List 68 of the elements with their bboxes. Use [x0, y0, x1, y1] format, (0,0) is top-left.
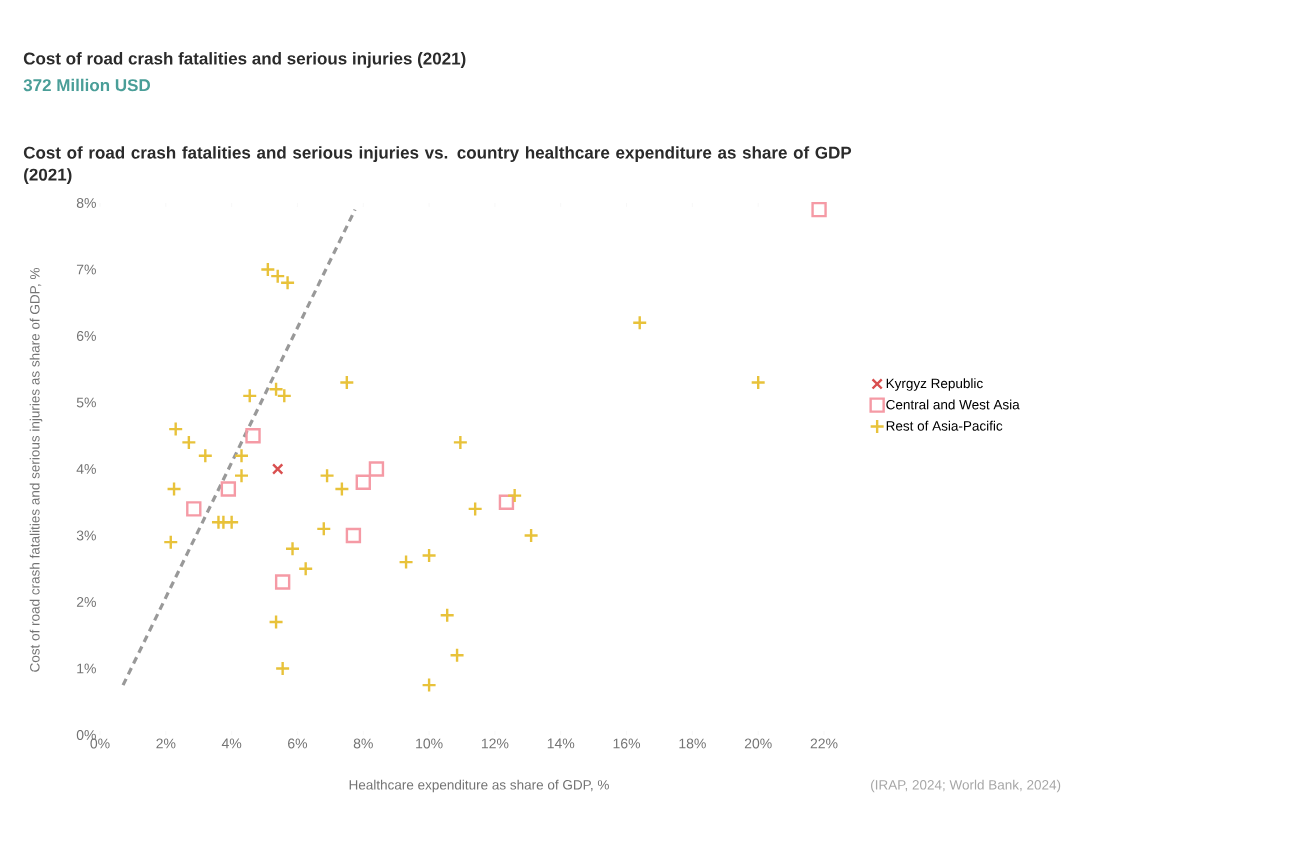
point	[368, 461, 385, 477]
point	[197, 448, 214, 464]
x-tick-label: 10%	[416, 738, 443, 749]
y-tick-label: 5%	[76, 397, 96, 408]
point	[316, 521, 332, 537]
point	[355, 474, 371, 490]
y-tick-label: 4%	[76, 464, 96, 474]
point	[339, 374, 355, 391]
point	[334, 481, 350, 497]
point	[242, 388, 258, 404]
legend-label: Rest of Asia-Pacific	[886, 420, 1003, 431]
point	[167, 421, 184, 437]
x-tick-label: 14%	[547, 738, 575, 749]
x-tick-label: 18%	[679, 738, 706, 749]
x-axis-title: Healthcare expenditure as share of GDP, %	[349, 779, 609, 793]
point	[452, 434, 469, 451]
y-tick-label: 1%	[77, 663, 96, 674]
point	[632, 315, 648, 331]
point	[439, 607, 455, 623]
y-tick-label: 0%	[76, 730, 96, 740]
y-tick-label: 8%	[76, 198, 96, 208]
point	[523, 527, 539, 544]
y-tick-label: 3%	[76, 530, 96, 541]
point	[274, 574, 291, 590]
y-tick-label: 2%	[76, 597, 96, 607]
chart-title: Cost of road crash fatalities and serious injuries vs. country healthcare expenditure as share of GDP (2021)	[23, 146, 852, 185]
point	[421, 547, 437, 564]
point	[498, 494, 515, 510]
point	[274, 660, 291, 677]
y-tick-label: 6%	[76, 331, 96, 341]
y-axis-title: Cost of road crash fatalities and serious injuries as share of GDP, %	[29, 268, 43, 672]
x-tick-label: 22%	[810, 738, 838, 749]
point	[233, 448, 250, 464]
x-tick-label: 4%	[221, 738, 242, 749]
point	[319, 467, 335, 484]
x-tick-label: 0%	[90, 738, 110, 749]
legend-label: Central and West Asia	[886, 399, 1020, 410]
point	[297, 561, 314, 577]
x-tick-label: 16%	[613, 738, 641, 749]
point	[186, 501, 202, 517]
point	[811, 201, 827, 218]
point	[467, 501, 483, 517]
text: (IRAP, 2024; World Bank, 2024)	[871, 779, 1061, 793]
point	[220, 481, 237, 497]
point	[245, 428, 261, 444]
x-tick-label: 12%	[481, 738, 509, 749]
y-tick-label: 7%	[76, 264, 96, 275]
point	[163, 534, 179, 550]
x-tick-label: 2%	[156, 738, 176, 749]
legend-label: Kyrgyz Republic	[886, 378, 983, 391]
point	[449, 647, 465, 663]
point	[506, 487, 523, 504]
point	[166, 481, 182, 497]
x-tick-label: 20%	[744, 738, 772, 749]
point	[233, 467, 250, 484]
point	[271, 463, 284, 475]
point	[181, 434, 197, 451]
text: 372 Million USD	[23, 78, 150, 92]
point	[268, 614, 284, 630]
point	[284, 541, 301, 557]
point	[345, 527, 362, 544]
x-tick-label: 6%	[288, 738, 308, 749]
x-tick-label: 8%	[353, 738, 373, 749]
point	[398, 554, 414, 570]
point	[223, 514, 240, 530]
point	[750, 374, 766, 391]
point	[421, 677, 437, 693]
text: Cost of road crash fatalities and serious injuries (2021)	[23, 52, 466, 68]
